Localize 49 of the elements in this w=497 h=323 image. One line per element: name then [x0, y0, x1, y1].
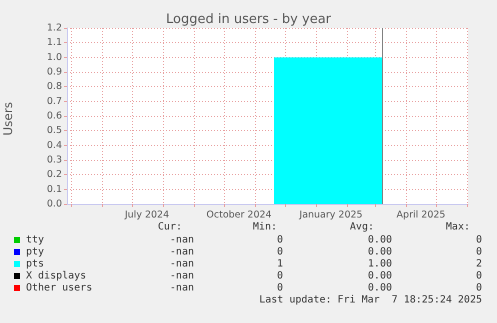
- chart-title: Logged in users - by year: [166, 12, 332, 27]
- text: 0: [476, 270, 482, 282]
- text: Min:: [252, 222, 277, 232]
- text: 0.00: [368, 246, 392, 258]
- text: Cur:: [158, 222, 182, 232]
- y-tick-label: 0.9: [46, 66, 62, 78]
- y-tick-label: 1.1: [46, 37, 62, 48]
- text: 0: [276, 246, 283, 258]
- y-tick-label: 0.7: [46, 96, 62, 107]
- text: Last update: Fri Mar 7 18:25:24 2025: [259, 294, 482, 306]
- legend-label: pts: [26, 258, 44, 270]
- x-tick-label: October 2024: [206, 210, 272, 220]
- text: -nan: [170, 258, 194, 270]
- text: 0: [476, 234, 482, 246]
- text: -nan: [170, 270, 194, 282]
- text: 1: [276, 258, 283, 270]
- y-axis-title: Users: [1, 102, 15, 136]
- text: -nan: [170, 234, 194, 246]
- text: 0: [476, 246, 482, 258]
- y-tick-label: 0.2: [46, 169, 62, 180]
- y-tick-label: 0.8: [46, 81, 62, 92]
- legend-label: X displays: [26, 270, 86, 282]
- text: Avg:: [350, 222, 374, 232]
- text: 0: [276, 234, 283, 246]
- y-tick-label: 0.6: [46, 110, 62, 122]
- legend-label: pty: [26, 246, 44, 258]
- text: 0: [276, 270, 283, 282]
- legend-label: Other users: [26, 282, 92, 294]
- x-tick-label: July 2024: [124, 210, 170, 220]
- y-tick-label: 0.0: [46, 198, 62, 210]
- x-tick-label: January 2025: [298, 210, 363, 220]
- text: Max:: [446, 222, 470, 232]
- y-tick-label: 0.4: [46, 140, 62, 151]
- x-tick-label: April 2025: [396, 210, 446, 220]
- y-tick-label: 0.5: [46, 125, 62, 136]
- text: 2: [476, 258, 482, 270]
- text: -nan: [170, 246, 194, 258]
- text: 0.00: [368, 270, 392, 282]
- text: 0: [276, 282, 283, 294]
- text: -nan: [170, 282, 194, 294]
- y-tick-label: 0.1: [46, 184, 62, 195]
- y-tick-label: 1.2: [46, 22, 62, 34]
- text: 1.00: [368, 258, 392, 270]
- y-tick-label: 1.0: [46, 52, 62, 63]
- text: 0.00: [368, 282, 392, 294]
- y-tick-label: 0.3: [46, 154, 62, 166]
- text: 0: [476, 282, 482, 294]
- text: 0.00: [368, 234, 392, 246]
- legend-label: tty: [26, 234, 44, 246]
